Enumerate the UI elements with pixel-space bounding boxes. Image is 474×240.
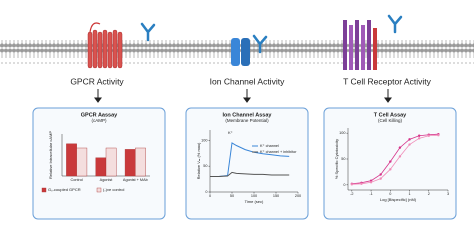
point	[389, 168, 392, 171]
bar	[135, 147, 146, 177]
x-tick-label: 50	[230, 194, 234, 198]
x-axis-label: Time (sec)	[245, 199, 264, 204]
ion-label: Ion Channel Activity	[210, 76, 285, 86]
y-axis-label: Relative Vₘ (% max)	[196, 142, 201, 179]
y-tick-label: 0	[343, 183, 345, 187]
antibody	[140, 14, 403, 54]
x-tick-label: 150	[273, 194, 279, 198]
legend-label: (-)ve control	[103, 187, 124, 192]
legend-label: K⁺ channel + inhibitor	[260, 150, 297, 154]
x-tick-label: 200	[295, 194, 301, 198]
legend-swatch	[96, 187, 102, 193]
point	[427, 134, 430, 137]
x-tick-label: 3	[447, 192, 449, 196]
x-tick-label: Agonist + MAb	[123, 178, 148, 182]
point	[369, 181, 373, 184]
t-cell-receptor	[343, 20, 377, 70]
bar	[124, 149, 136, 177]
y-tick-label: 50	[341, 157, 345, 161]
point	[408, 143, 411, 146]
panel-box	[185, 107, 309, 220]
y-axis-label: % Specific Cytotoxicity	[334, 139, 339, 179]
x-axis-label: Log [Bispecific] (nM)	[380, 197, 417, 202]
point	[398, 155, 402, 158]
point	[398, 146, 402, 149]
point	[389, 160, 392, 163]
y-tick-label: 0	[205, 190, 207, 194]
fit-curve	[351, 134, 439, 185]
tcell-label: T Cell Receptor Activity	[343, 76, 431, 86]
ion-channel	[231, 38, 250, 66]
panel-subtitle: (Membrane Potential)	[225, 118, 269, 123]
diagram: GPCR Activity Ion Channel Activity T Cel…	[0, 14, 474, 220]
bar	[95, 157, 107, 177]
gpcr-protein	[87, 22, 123, 69]
point	[408, 138, 411, 141]
legend-label: Gₛ-coupled GPCR	[48, 187, 81, 192]
point	[350, 183, 354, 186]
bar	[66, 143, 77, 177]
panel-title: T Cell Assay	[374, 112, 407, 118]
x-tick-label: 1	[408, 192, 410, 196]
bar	[105, 147, 117, 177]
bar	[76, 147, 88, 177]
x-tick-label: 0	[209, 194, 211, 198]
x-tick-label: 2	[428, 192, 430, 196]
panel-box	[323, 107, 457, 220]
point	[379, 173, 382, 176]
point	[417, 134, 421, 137]
fit-curve	[351, 133, 439, 185]
legend-swatch	[41, 187, 47, 193]
point	[437, 134, 440, 137]
panel-subtitle: (cAMP)	[92, 118, 108, 123]
data-line	[210, 171, 290, 177]
gpcr-label: GPCR Activity	[70, 76, 124, 86]
x-tick-label: Agonist	[100, 178, 114, 182]
panel-title: Ion Channel Assay	[222, 112, 272, 118]
panel-subtitle: (Cell Killing)	[378, 118, 403, 123]
x-tick-label: Control	[71, 178, 83, 182]
legend-label: K⁺ channel	[260, 144, 279, 148]
annotation: K⁺	[228, 130, 233, 135]
y-tick-label: 50	[203, 164, 207, 168]
point	[360, 182, 363, 185]
point	[379, 177, 382, 180]
y-axis-label: Relative Intracellular cAMP	[48, 131, 53, 179]
x-tick-label: 0	[389, 192, 391, 196]
point	[417, 137, 421, 140]
y-tick-label: 100	[201, 138, 207, 142]
y-tick-label: 100	[339, 131, 345, 135]
arrows	[94, 89, 392, 103]
x-tick-label: -1	[369, 192, 372, 196]
x-tick-label: -2	[350, 192, 353, 196]
panel-title: GPCR Aassay	[81, 112, 118, 118]
x-tick-label: 100	[251, 194, 257, 198]
